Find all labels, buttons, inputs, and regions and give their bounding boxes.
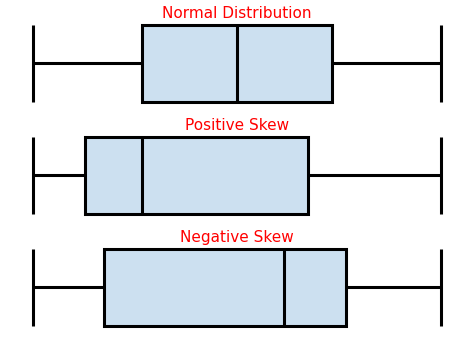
Text: Normal Distribution: Normal Distribution [162,6,312,21]
Text: Negative Skew: Negative Skew [180,230,294,245]
Text: Positive Skew: Positive Skew [185,118,289,133]
Bar [104,248,346,326]
Bar [85,136,308,214]
Bar [142,25,332,101]
